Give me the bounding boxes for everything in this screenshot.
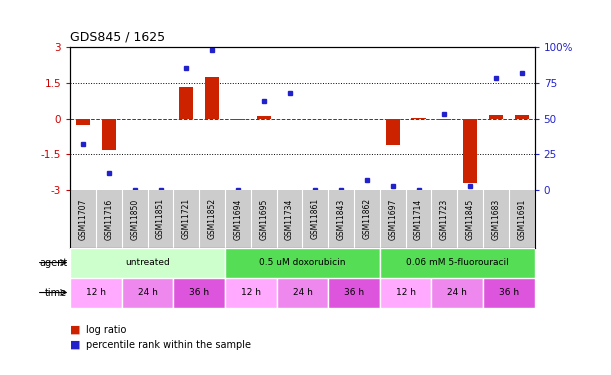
Text: 36 h: 36 h [344,288,364,297]
Text: GSM11691: GSM11691 [518,198,526,240]
Text: untreated: untreated [125,258,170,267]
Bar [70,248,225,278]
Bar [76,118,90,124]
Text: GSM11694: GSM11694 [233,198,243,240]
Text: GSM11723: GSM11723 [440,198,449,240]
Bar [102,118,116,150]
Text: 12 h: 12 h [86,288,106,297]
Text: 0.06 mM 5-fluorouracil: 0.06 mM 5-fluorouracil [406,258,508,267]
Text: GSM11697: GSM11697 [388,198,397,240]
Bar [431,278,483,308]
Bar [380,248,535,278]
Bar [225,248,380,278]
Text: 24 h: 24 h [447,288,467,297]
Bar [70,278,122,308]
Bar [489,115,503,118]
Text: 24 h: 24 h [293,288,312,297]
Bar [205,77,219,118]
Text: 12 h: 12 h [396,288,415,297]
Text: 0.5 uM doxorubicin: 0.5 uM doxorubicin [259,258,346,267]
Text: GSM11716: GSM11716 [104,198,114,240]
Bar [225,278,277,308]
Bar [514,116,529,118]
Text: GSM11843: GSM11843 [337,198,346,240]
Bar [328,278,380,308]
Text: 36 h: 36 h [499,288,519,297]
Text: agent: agent [39,258,67,267]
Bar [483,278,535,308]
Bar [437,118,452,120]
Bar [380,278,431,308]
Text: log ratio: log ratio [86,325,126,335]
Text: GSM11850: GSM11850 [130,198,139,240]
Text: GSM11861: GSM11861 [311,198,320,240]
Bar [257,116,271,118]
Text: GSM11714: GSM11714 [414,198,423,240]
Text: 24 h: 24 h [137,288,158,297]
Text: GDS845 / 1625: GDS845 / 1625 [70,30,166,43]
Text: ■: ■ [70,340,81,350]
Text: GSM11734: GSM11734 [285,198,294,240]
Bar [463,118,477,183]
Bar [179,87,194,118]
Text: GSM11683: GSM11683 [491,198,500,240]
Text: ■: ■ [70,325,81,335]
Text: GSM11862: GSM11862 [362,198,371,240]
Text: GSM11707: GSM11707 [79,198,87,240]
Bar [277,278,328,308]
Text: GSM11695: GSM11695 [259,198,268,240]
Text: GSM11851: GSM11851 [156,198,165,240]
Text: 36 h: 36 h [189,288,210,297]
Text: percentile rank within the sample: percentile rank within the sample [86,340,251,350]
Text: GSM11845: GSM11845 [466,198,475,240]
Text: GSM11852: GSM11852 [208,198,217,240]
Bar [122,278,174,308]
Text: 12 h: 12 h [241,288,261,297]
Bar [174,278,225,308]
Text: time: time [45,288,67,297]
Bar [386,118,400,145]
Text: GSM11721: GSM11721 [182,198,191,240]
Bar [231,118,245,120]
